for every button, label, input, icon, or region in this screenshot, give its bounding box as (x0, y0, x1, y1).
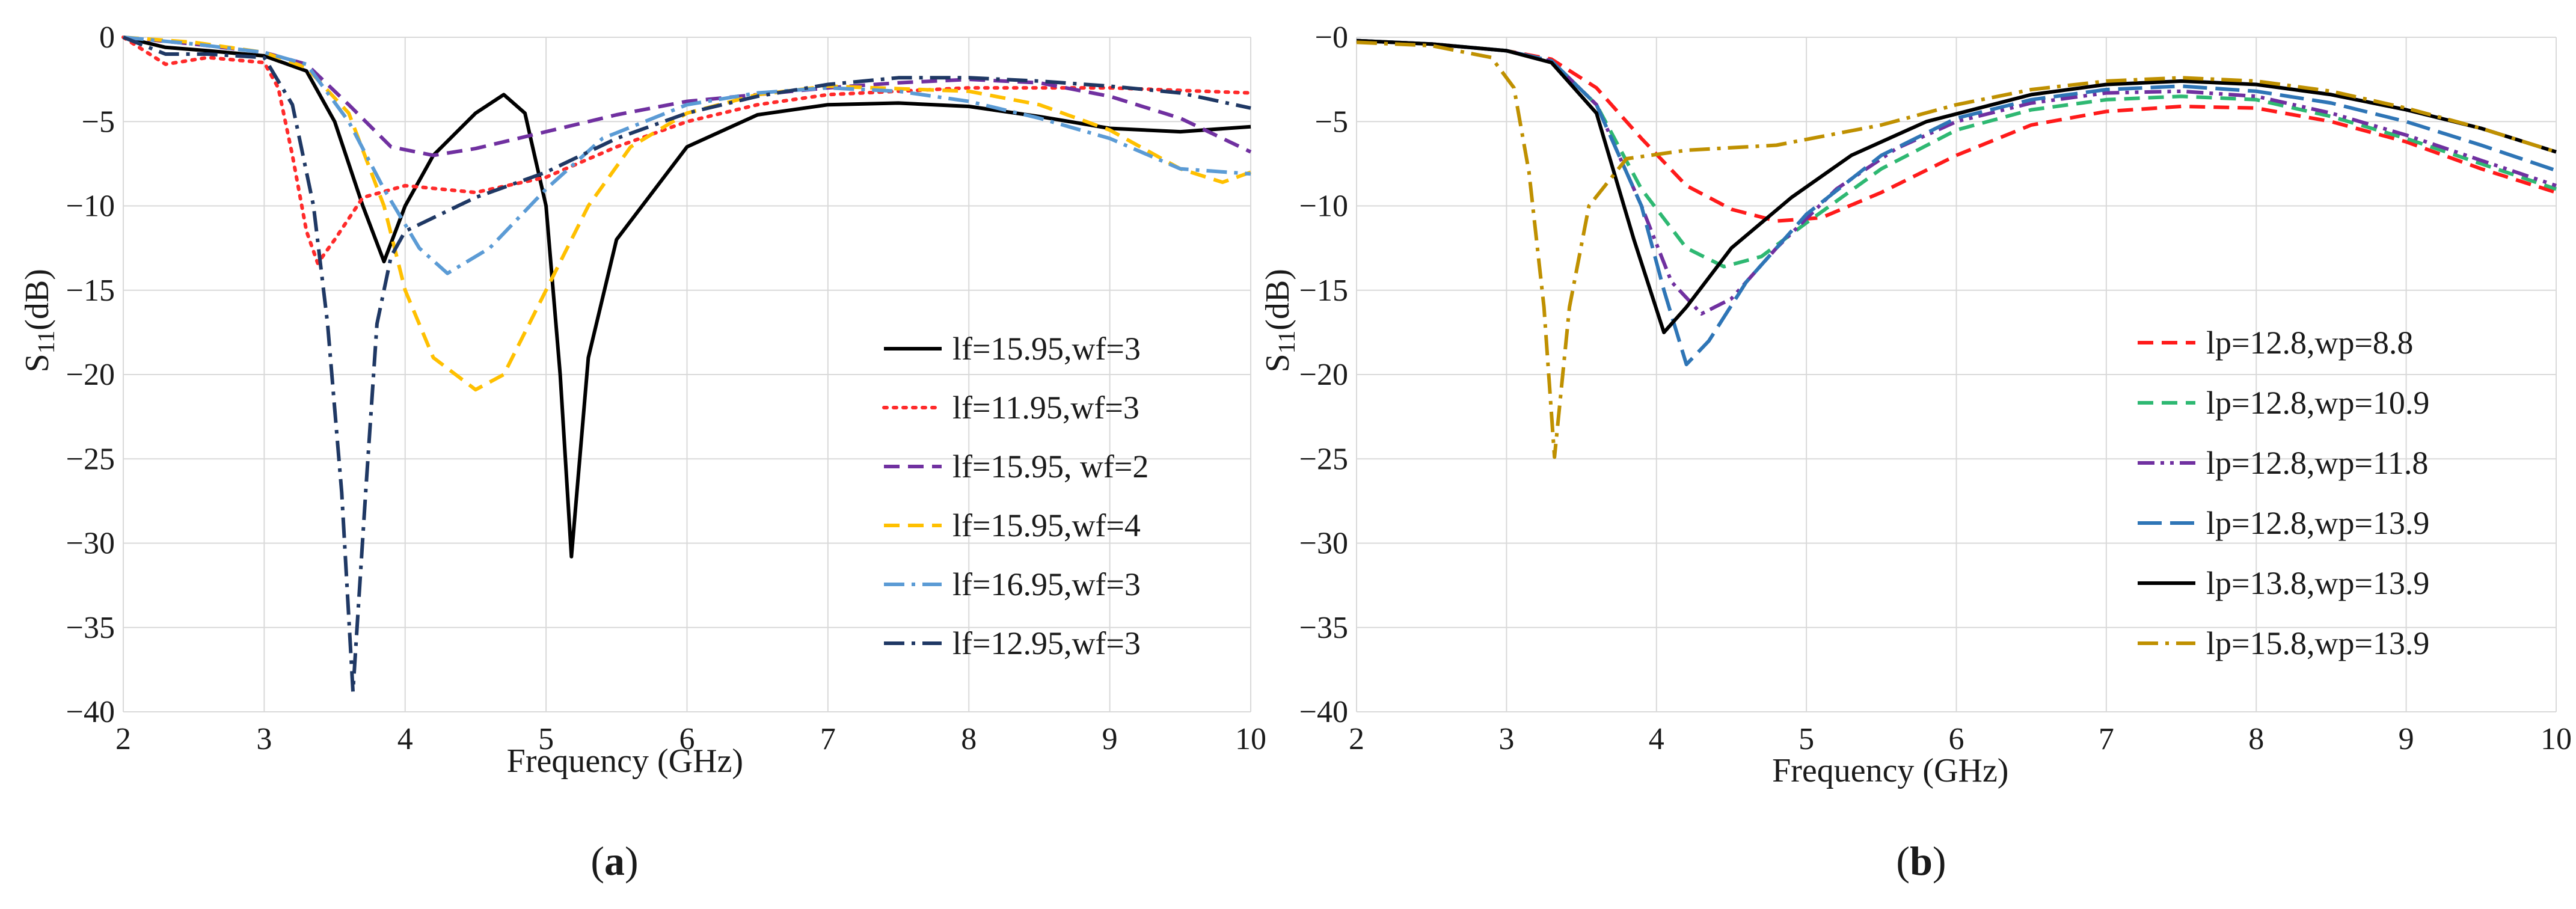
y-tick-label: −5 (82, 105, 115, 139)
legend-label-6: lp=15.8,wp=13.9 (2206, 625, 2429, 661)
legend-label-4: lf=15.95,wf=4 (952, 507, 1141, 543)
series-line-6 (1356, 40, 2557, 459)
x-tick-label: 3 (256, 722, 272, 756)
y-axis-title-unit: (dB) (1259, 269, 1296, 331)
x-axis-title: Frequency (GHz) (507, 742, 743, 780)
series-line-5 (1356, 38, 2557, 334)
y-tick-label: −40 (1299, 695, 1348, 729)
y-tick-label: −35 (1299, 611, 1348, 645)
x-tick-label: 3 (1498, 722, 1514, 756)
x-tick-label: 10 (2541, 722, 2572, 756)
y-tick-label: −20 (66, 358, 115, 392)
y-tick-label: −25 (1299, 442, 1348, 476)
legend-label-5: lp=13.8,wp=13.9 (2206, 565, 2429, 601)
series-line-4 (1356, 38, 2557, 367)
chart-panel-a: 0 −5 −10 −15 −20 −25 −30 −35 −402 3 4 5 6 7 8 9 10 Freque… (19, 20, 1266, 884)
legend-label-2: lf=11.95,wf=3 (952, 390, 1139, 426)
x-tick-label: 5 (1799, 722, 1814, 756)
y-tick-label: −15 (1299, 274, 1348, 308)
x-tick-label: 7 (2099, 722, 2114, 756)
x-tick-label: 4 (1649, 722, 1664, 756)
y-axis-title-sub: 11 (1273, 331, 1300, 354)
x-tick-label: 6 (1949, 722, 1964, 756)
panel-label-a: (a) (590, 838, 638, 884)
legend-label-1: lp=12.8,wp=8.8 (2206, 325, 2413, 361)
y-axis-title-sub: 11 (32, 331, 60, 354)
y-tick-label: −30 (66, 527, 115, 561)
y-tick-label: −30 (1299, 527, 1348, 561)
series-line-1 (123, 35, 1251, 559)
y-tick-label: −25 (66, 442, 115, 476)
y-axis-title-unit: (dB) (19, 269, 56, 331)
x-tick-label: 8 (961, 722, 977, 756)
x-tick-label: 5 (538, 722, 554, 756)
legend-label-2: lp=12.8,wp=10.9 (2206, 385, 2429, 421)
y-axis-title: S11(dB) (1259, 269, 1300, 372)
y-tick-label: −0 (1315, 20, 1348, 55)
y-tick-label: −10 (66, 189, 115, 224)
x-tick-label: 6 (679, 722, 695, 756)
series-line-4 (123, 35, 1252, 392)
legend-label-6: lf=12.95,wf=3 (952, 625, 1141, 661)
y-tick-label: −40 (66, 695, 115, 729)
series-line-6 (122, 35, 1251, 694)
panel-label-b: (b) (1896, 838, 1946, 884)
x-tick-label: 7 (820, 722, 836, 756)
y-tick-label: −20 (1299, 358, 1348, 392)
series-line-2 (121, 35, 1253, 265)
x-axis-title: Frequency (GHz) (1772, 752, 2008, 789)
y-tick-label: 0 (99, 20, 115, 55)
legend-label-5: lf=16.95,wf=3 (952, 566, 1141, 602)
y-axis-title: S11(dB) (19, 269, 60, 372)
x-tick-label: 8 (2248, 722, 2264, 756)
series-line-3 (123, 35, 1252, 158)
x-tick-label: 9 (2399, 722, 2414, 756)
legend-label-3: lp=12.8,wp=11.8 (2206, 445, 2428, 481)
legend-label-1: lf=15.95,wf=3 (952, 331, 1141, 367)
y-tick-label: −10 (1299, 189, 1348, 224)
x-tick-label: 2 (115, 722, 131, 756)
legend: lp=12.8,wp=8.8 lp=12.8,wp=10.9 lp=12.8,wp=… (2138, 325, 2429, 661)
x-tick-label: 10 (1235, 722, 1266, 756)
legend: lf=15.95,wf=3 lf=11.95,wf=3 lf=15.95, wf=2… (882, 331, 1148, 661)
y-tick-label: −15 (66, 274, 115, 308)
legend-label-4: lp=12.8,wp=13.9 (2206, 505, 2429, 541)
chart-panel-b: −0 −5 −10 −15 −20 −25 −30 −35 −402 3 4 5 6 7 8 9 10 Frequ… (1259, 20, 2572, 884)
y-tick-label: −5 (1315, 105, 1348, 139)
y-tick-label: −35 (66, 611, 115, 645)
x-tick-label: 4 (397, 722, 413, 756)
y-axis-title-main: S (19, 354, 56, 372)
x-tick-label: 9 (1102, 722, 1118, 756)
y-axis-title-main: S (1259, 354, 1296, 372)
x-tick-label: 2 (1349, 722, 1364, 756)
legend-label-3: lf=15.95, wf=2 (952, 448, 1148, 485)
series-line-5 (123, 35, 1251, 275)
series-line-1 (1356, 38, 2557, 223)
